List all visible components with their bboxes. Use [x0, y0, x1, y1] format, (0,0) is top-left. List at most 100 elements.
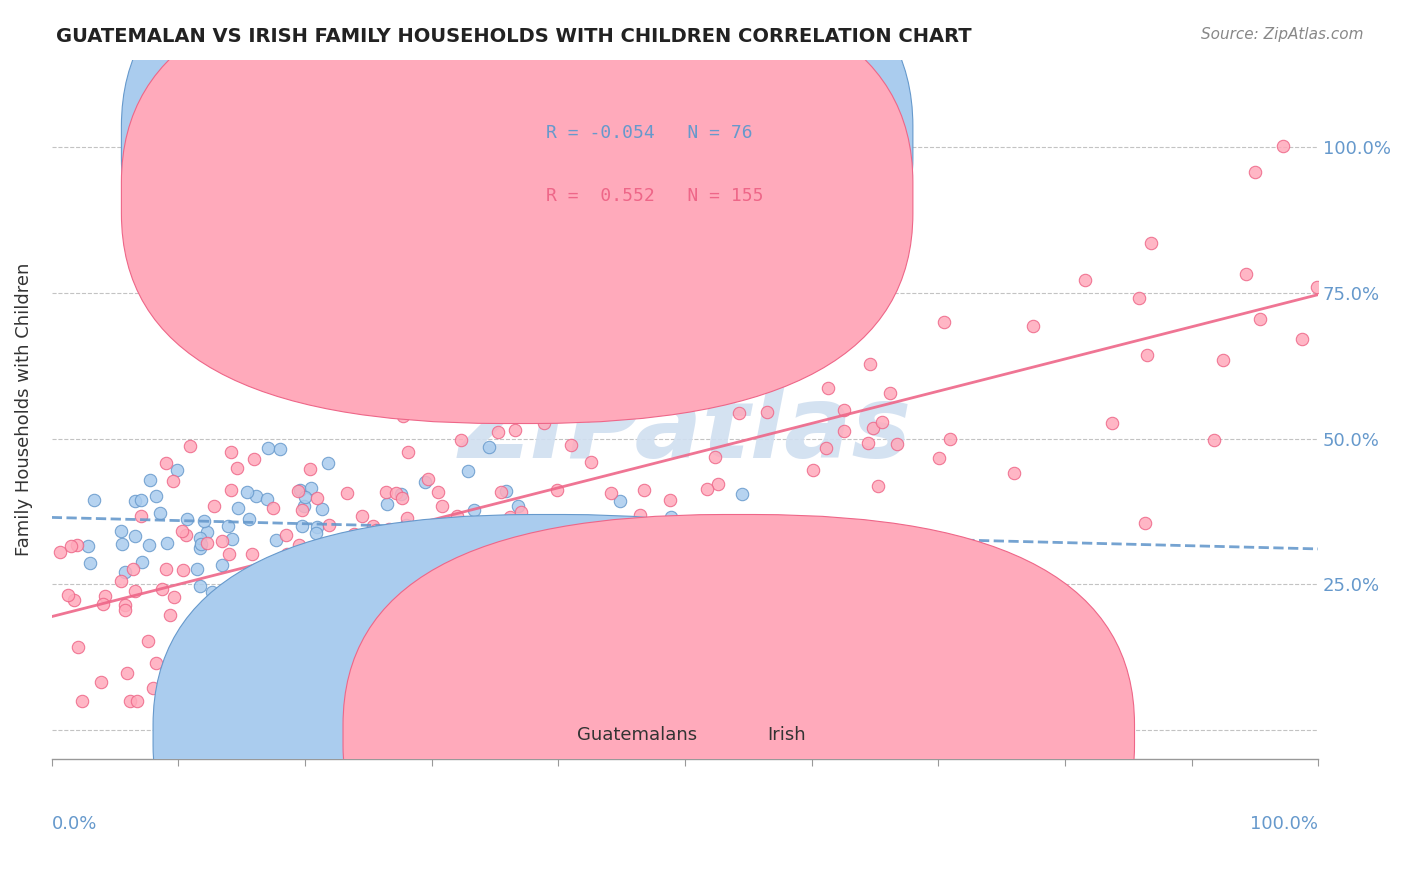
Point [190, 537, 212, 551]
Point [115, 666, 138, 681]
Point [478, 440, 501, 454]
Point [138, 538, 160, 552]
FancyBboxPatch shape [153, 515, 945, 892]
Point [195, 536, 218, 550]
Point [305, 525, 328, 540]
Point [801, 463, 824, 477]
Point [269, 442, 291, 456]
Point [195, 525, 218, 540]
Point [939, 432, 962, 446]
Point [149, 506, 172, 520]
Point [72, 694, 94, 708]
Point [494, 572, 516, 586]
Point [114, 566, 136, 580]
Point [506, 500, 529, 514]
Point [274, 528, 297, 542]
Point [374, 485, 396, 500]
Point [934, 315, 956, 329]
Point [290, 518, 312, 533]
Point [299, 481, 322, 495]
Point [110, 524, 132, 538]
Point [1271, 139, 1294, 153]
Point [659, 509, 682, 524]
Text: Guatemalans: Guatemalans [578, 726, 697, 744]
Point [384, 486, 406, 500]
Point [503, 423, 526, 437]
Point [145, 489, 167, 503]
Point [305, 519, 328, 533]
Point [1004, 467, 1026, 481]
Point [482, 585, 505, 599]
Point [176, 694, 198, 708]
Point [824, 296, 846, 310]
Point [219, 445, 242, 459]
Point [186, 562, 208, 576]
Point [142, 681, 165, 695]
Point [468, 547, 491, 561]
Point [706, 520, 728, 534]
Point [872, 415, 894, 429]
Point [225, 461, 247, 475]
FancyBboxPatch shape [470, 102, 849, 227]
Point [392, 409, 415, 423]
Point [121, 562, 143, 576]
Y-axis label: Family Households with Children: Family Households with Children [15, 263, 32, 557]
Point [512, 401, 534, 416]
Point [66, 538, 89, 552]
Point [221, 532, 243, 546]
Point [59, 539, 82, 553]
Point [226, 500, 249, 515]
Point [1306, 280, 1329, 294]
Point [66, 640, 89, 655]
Point [159, 607, 181, 622]
Point [307, 694, 329, 708]
Point [361, 519, 384, 533]
Point [489, 485, 512, 500]
Point [558, 583, 581, 598]
Point [294, 490, 316, 504]
FancyBboxPatch shape [121, 0, 912, 424]
Point [744, 371, 766, 385]
Point [659, 493, 682, 508]
Point [859, 358, 882, 372]
Point [240, 547, 263, 561]
Point [287, 483, 309, 498]
Point [292, 499, 315, 513]
Point [91, 597, 114, 611]
Point [221, 483, 243, 497]
Point [491, 518, 513, 533]
Point [515, 387, 537, 401]
Point [460, 531, 482, 545]
Point [423, 576, 446, 591]
Point [546, 544, 568, 558]
Point [256, 491, 278, 506]
Point [546, 483, 568, 497]
Point [581, 455, 603, 469]
Point [879, 386, 901, 401]
Text: Irish: Irish [768, 726, 806, 744]
Point [330, 627, 353, 641]
Point [138, 473, 160, 487]
Point [90, 675, 112, 690]
Point [48, 545, 70, 559]
Point [460, 391, 482, 405]
Point [218, 548, 240, 562]
Point [58, 588, 80, 602]
Text: 100.0%: 100.0% [1250, 815, 1319, 833]
Point [198, 657, 221, 672]
Point [389, 487, 412, 501]
Point [318, 517, 340, 532]
Point [607, 564, 630, 578]
Point [696, 576, 718, 591]
Point [544, 538, 567, 552]
Point [367, 544, 389, 558]
Point [856, 436, 879, 450]
Point [1074, 272, 1097, 286]
Point [174, 528, 197, 542]
Point [155, 562, 177, 576]
Point [298, 462, 321, 476]
Point [145, 657, 167, 671]
Point [560, 438, 582, 452]
Point [817, 382, 839, 396]
Point [731, 487, 754, 501]
